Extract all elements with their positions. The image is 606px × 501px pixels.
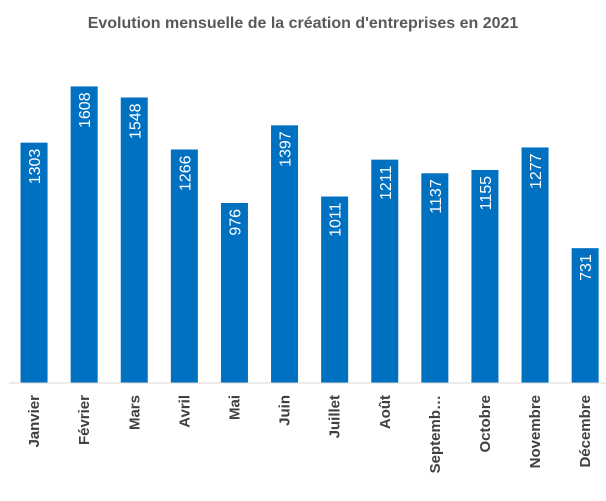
bar [421,173,449,383]
value-label: 1155 [478,176,495,211]
value-label: 976 [227,209,244,236]
x-tick-label: Octobre [477,395,494,453]
bar [321,196,349,383]
value-label: 1397 [278,131,295,167]
value-label: 1277 [528,153,545,189]
x-tick-label: Février [76,395,93,445]
bar [20,142,48,383]
x-tick-label: Mai [226,395,243,420]
x-tick-label: Août [377,395,394,429]
bar [220,202,248,383]
value-label: 1266 [177,155,194,191]
value-label: 1608 [77,92,94,128]
x-tick-label: Avril [176,395,193,428]
bar [471,169,499,383]
bar [571,248,599,383]
x-tick-label: Mars [126,395,143,430]
x-tick-label: Septemb… [427,395,444,473]
value-label: 1011 [328,202,345,237]
x-tick-label: Novembre [527,395,544,468]
value-label: 731 [578,254,595,281]
x-tick-label: Juin [277,395,294,426]
value-label: 1211 [378,166,395,201]
bar [170,149,198,383]
chart-title: Evolution mensuelle de la création d'ent… [87,15,519,32]
x-tick-label: Janvier [26,395,43,448]
x-tick-label: Décembre [577,395,594,468]
value-label: 1303 [27,149,44,185]
value-label: 1137 [428,179,445,214]
bar [271,125,299,383]
x-tick-label: Juillet [327,395,344,438]
bar [120,97,148,383]
value-label: 1548 [127,103,144,139]
bar [371,159,399,383]
bar [70,86,98,383]
bar [521,147,549,383]
